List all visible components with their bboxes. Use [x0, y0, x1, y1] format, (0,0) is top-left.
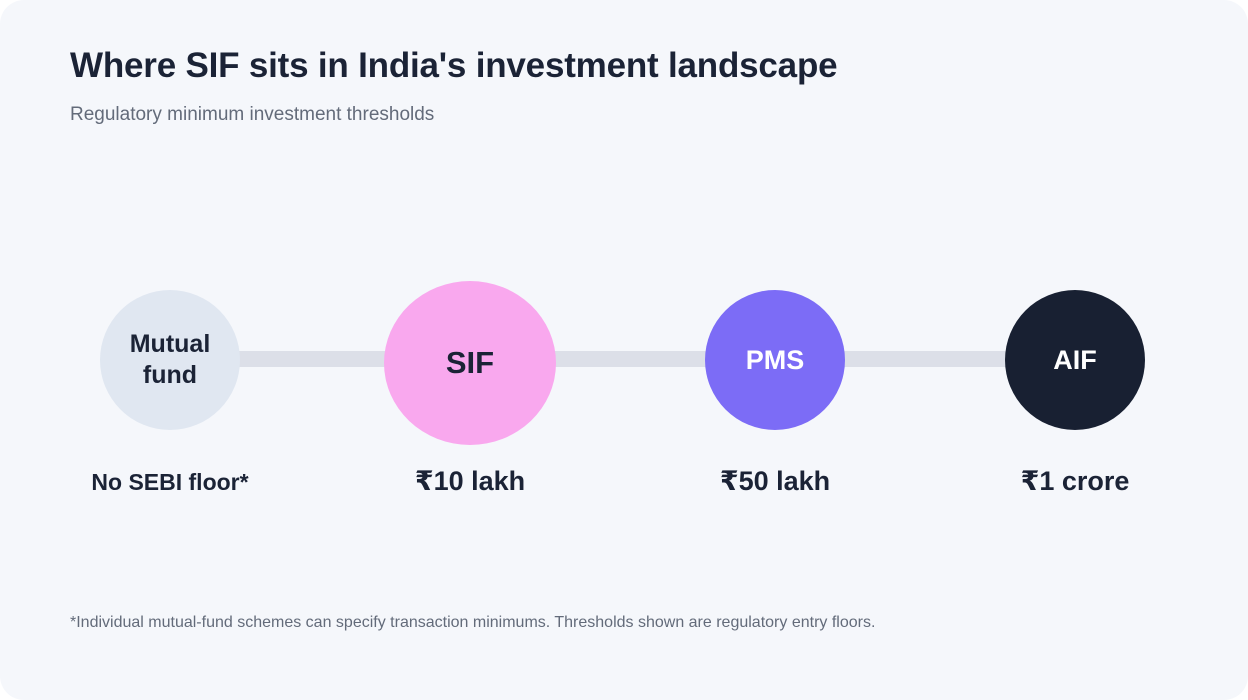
threshold-sif: ₹10 lakh — [414, 466, 526, 496]
threshold-mutual-fund: No SEBI floor* — [91, 469, 249, 495]
page-subtitle: Regulatory minimum investment thresholds — [70, 104, 435, 125]
threshold-aif: ₹1 crore — [1020, 466, 1130, 496]
page-title: Where SIF sits in India's investment lan… — [70, 46, 838, 85]
node-label-sif: SIF — [445, 345, 495, 380]
footnote: *Individual mutual-fund schemes can spec… — [70, 614, 876, 631]
connector-track — [170, 351, 1075, 367]
node-aif: AIF — [1005, 290, 1145, 430]
node-label-pms: PMS — [745, 344, 805, 375]
node-label-mutual-fund: Mutual fund — [129, 330, 211, 389]
threshold-pms: ₹50 lakh — [719, 466, 831, 496]
node-label-aif: AIF — [1053, 344, 1097, 375]
node-sif: SIF — [384, 281, 556, 445]
node-mutual-fund: Mutual fund — [100, 290, 240, 430]
node-pms: PMS — [705, 290, 845, 430]
